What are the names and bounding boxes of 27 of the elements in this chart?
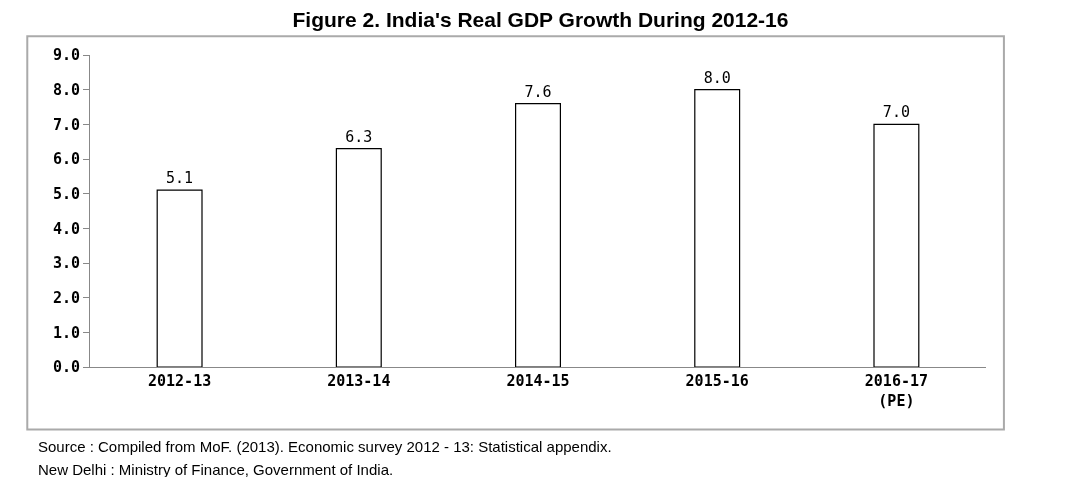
data-label: 7.6 <box>524 82 552 101</box>
y-tick-label: 4.0 <box>52 219 80 238</box>
y-tick-label: 5.0 <box>52 184 80 203</box>
x-tick-label: 2016-17 (PE) <box>864 372 929 410</box>
chart-title: Figure 2. India's Real GDP Growth During 2012-16 <box>292 7 789 31</box>
y-tick-label: 0.0 <box>52 358 80 377</box>
x-tick-label: 2015-16 <box>685 372 749 390</box>
bar <box>156 189 203 367</box>
x-tick-label: 2012-13 <box>147 372 212 390</box>
y-tick-label: 7.0 <box>52 115 80 134</box>
x-tick-label: 2014-15 <box>506 372 570 390</box>
y-tick-label: 9.0 <box>52 46 80 65</box>
bar <box>694 89 741 367</box>
y-tick-label: 8.0 <box>52 80 80 99</box>
bar <box>335 148 382 367</box>
data-label: 7.0 <box>882 103 910 122</box>
bar <box>515 102 561 367</box>
y-tick-label: 6.0 <box>52 150 80 169</box>
y-tick-label: 3.0 <box>52 254 80 273</box>
data-label: 6.3 <box>345 127 373 146</box>
data-label: 5.1 <box>166 169 194 188</box>
bar <box>873 123 920 367</box>
data-label: 8.0 <box>703 68 731 87</box>
y-tick-label: 1.0 <box>52 323 80 342</box>
source-note: Source : Compiled from MoF. (2013). Economic survey 2012 - 13: Statistical appendix. <box>38 438 612 455</box>
x-tick-label: 2013-14 <box>327 372 391 390</box>
y-tick-label: 2.0 <box>52 288 80 307</box>
